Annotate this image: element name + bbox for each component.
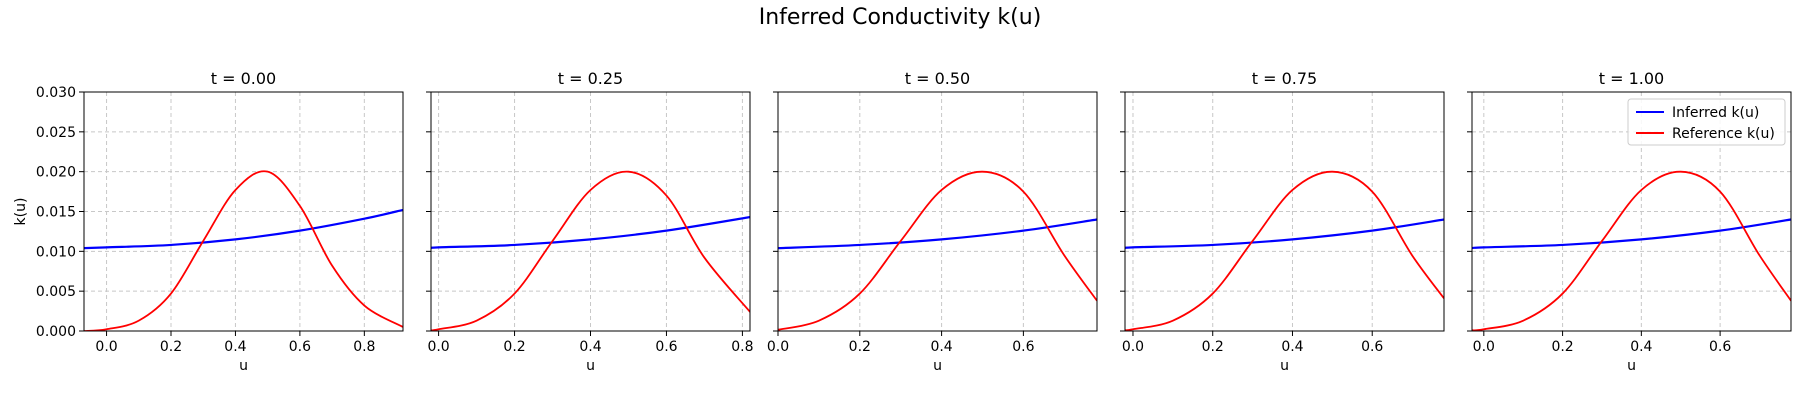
x-axis-label: u [586,358,595,374]
subplot-title: t = 0.25 [558,69,623,88]
subplot-title: t = 0.00 [211,69,276,88]
x-tick-label: 0.4 [1630,339,1652,355]
plot-frame [1124,91,1445,332]
reference-k-line [778,170,1097,331]
x-axis-label: u [1627,358,1636,374]
x-axis-label: u [239,358,248,374]
legend: Inferred k(u) Reference k(u) [1627,98,1786,146]
x-tick-label: 0.4 [579,339,601,355]
subplot-4: 0.0 0.2 0.4 0.6 t = 0.75 u [1120,69,1445,374]
x-tick-label: 0.4 [930,339,952,355]
x-tick-label: 0.8 [731,339,753,355]
y-tick-label: 0.010 [36,244,76,260]
reference-k-line [1125,170,1444,331]
subplot-5: 0.0 0.2 0.4 0.6 t = 1.00 u Inferred k(u) Refere… [1467,69,1792,374]
reference-k-line [1472,170,1791,331]
x-tick-label: 0.2 [160,339,182,355]
figure-title: Inferred Conductivity k(u) [759,5,1042,30]
inferred-k-line [84,208,403,250]
subplot-2: 0.0 0.2 0.4 0.6 0.8 t = 0.25 u [426,69,754,374]
x-tick-label: 0.2 [849,339,871,355]
x-tick-label: 0.4 [1281,339,1303,355]
x-tick-label: 0.2 [503,339,525,355]
x-tick-label: 0.6 [289,339,311,355]
x-tick-label: 0.4 [224,339,246,355]
x-axis-label: u [1280,358,1289,374]
y-tick-label: 0.005 [36,284,76,300]
subplot-title: t = 1.00 [1599,69,1664,88]
legend-box [1627,98,1786,146]
legend-label: Inferred k(u) [1672,105,1759,121]
subplot-title: t = 0.75 [1252,69,1317,88]
x-tick-label: 0.6 [655,339,677,355]
inferred-k-line [431,215,750,250]
y-tick-label: 0.015 [36,205,76,221]
x-tick-label: 0.6 [1709,339,1731,355]
plot-frame [777,91,1098,332]
reference-k-line [84,170,403,331]
x-tick-label: 0.0 [1122,339,1144,355]
x-tick-label: 0.0 [767,339,789,355]
x-tick-label: 0.2 [1202,339,1224,355]
subplot-3: 0.0 0.2 0.4 0.6 t = 0.50 u [767,69,1098,374]
x-tick-label: 0.2 [1551,339,1573,355]
y-tick-label: 0.020 [36,165,76,181]
y-axis-label: k(u) [13,198,29,226]
inferred-k-line [1472,218,1791,250]
y-tick-label: 0.000 [36,324,76,340]
x-axis-label: u [933,358,942,374]
x-tick-label: 0.8 [353,339,375,355]
inferred-k-line [778,218,1097,250]
x-tick-label: 0.6 [1012,339,1034,355]
x-tick-label: 0.6 [1361,339,1383,355]
x-tick-label: 0.0 [95,339,117,355]
legend-label: Reference k(u) [1672,126,1775,142]
subplot-title: t = 0.50 [905,69,970,88]
inferred-k-line [1125,218,1444,250]
subplot-1: 0.0 0.2 0.4 0.6 0.8 0.000 0.005 0.010 0.015 0.020… [13,69,404,374]
reference-k-line [431,170,750,331]
y-tick-label: 0.025 [36,125,76,141]
y-tick-label: 0.030 [36,85,76,101]
x-tick-label: 0.0 [427,339,449,355]
x-tick-label: 0.0 [1473,339,1495,355]
